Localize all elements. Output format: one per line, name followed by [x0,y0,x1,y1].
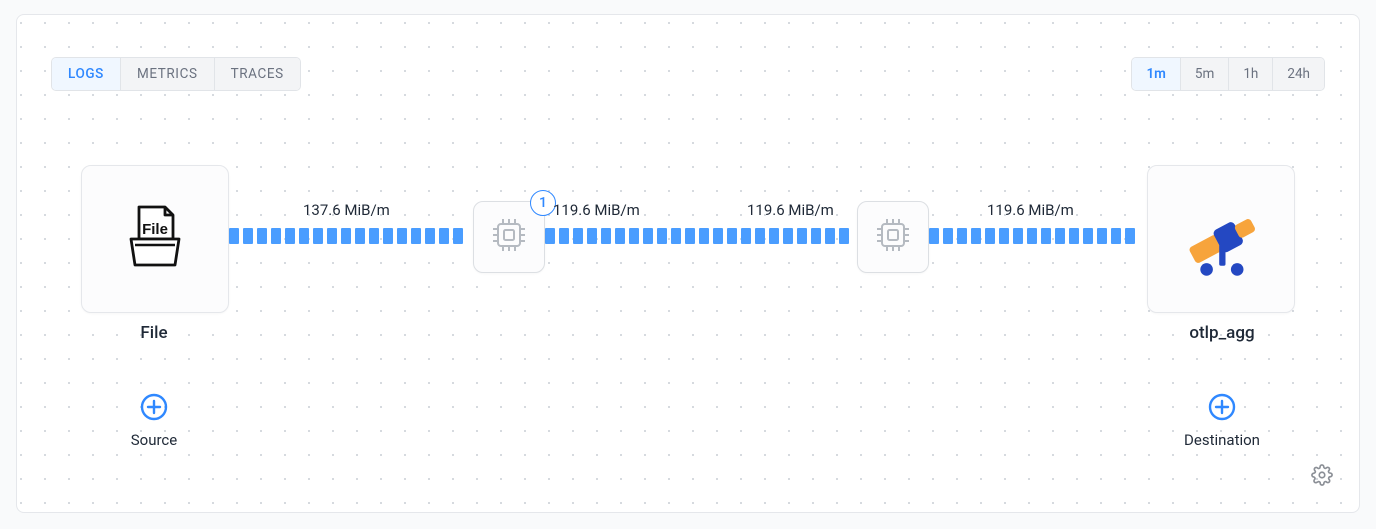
flow-segment-3 [929,227,1145,245]
add-source-button[interactable] [138,391,170,423]
add-source-label: Source [81,431,227,449]
pipeline-panel: LOGS METRICS TRACES 1m 5m 1h 24h [16,14,1360,513]
add-destination-wrap: Destination [1149,391,1295,449]
add-destination-button[interactable] [1206,391,1238,423]
add-destination-label: Destination [1149,431,1295,449]
destination-node-label: otlp_agg [1149,323,1295,343]
add-source-wrap: Source [81,391,227,449]
processor-node-1[interactable]: 1 [473,201,545,273]
destination-node[interactable] [1147,165,1295,313]
source-node-label: File [81,323,227,343]
flow-rate-4: 119.6 MiB/m [987,201,1074,219]
data-type-tabs: LOGS METRICS TRACES [51,57,301,91]
cpu-icon [491,217,527,257]
flow-rate-3: 119.6 MiB/m [747,201,834,219]
source-node[interactable]: File [81,165,229,313]
processor-node-2[interactable] [857,201,929,273]
tab-logs[interactable]: LOGS [52,58,121,90]
gear-icon[interactable] [1311,464,1335,488]
tab-metrics[interactable]: METRICS [121,58,215,90]
svg-text:File: File [142,221,168,238]
time-tab-1m[interactable]: 1m [1132,58,1180,90]
tab-traces[interactable]: TRACES [215,58,300,90]
file-icon: File [119,201,191,277]
flow-segment-2 [545,227,857,245]
flow-rate-2: 119.6 MiB/m [553,201,640,219]
flow-segment-1 [229,227,473,245]
time-tab-1h[interactable]: 1h [1229,58,1273,90]
flow-rate-1: 137.6 MiB/m [303,201,390,219]
cpu-icon [875,217,911,257]
time-range-tabs: 1m 5m 1h 24h [1131,57,1325,91]
time-tab-5m[interactable]: 5m [1181,58,1229,90]
telescope-icon [1176,192,1266,286]
time-tab-24h[interactable]: 24h [1273,58,1324,90]
